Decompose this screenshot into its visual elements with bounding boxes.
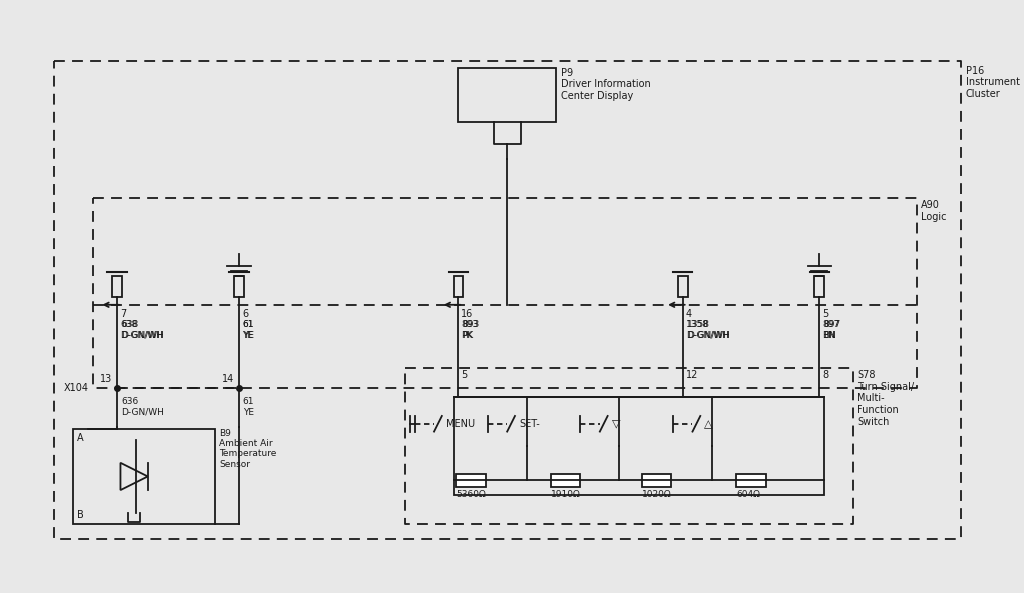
Bar [814,276,824,297]
Bar [234,276,244,297]
Text: B9
Ambient Air
Temperature
Sensor: B9 Ambient Air Temperature Sensor [219,429,276,469]
Text: 893
PK: 893 PK [462,320,478,340]
Text: 1020Ω: 1020Ω [642,490,672,499]
Text: 636
D-GN/WH: 636 D-GN/WH [121,397,164,417]
Text: 61
YE: 61 YE [243,397,254,417]
Text: 604Ω: 604Ω [736,490,760,499]
Text: A: A [77,432,84,442]
Bar [454,397,824,495]
Text: B: B [77,511,84,520]
Text: X104: X104 [63,382,88,393]
Text: 61
YE: 61 YE [242,320,253,340]
Text: 1358
D-GN/WH: 1358 D-GN/WH [687,320,729,340]
Text: △: △ [705,419,713,429]
Text: 6: 6 [242,309,248,318]
Text: 8: 8 [822,370,828,380]
Text: 4: 4 [686,309,692,318]
Text: 7: 7 [120,309,126,318]
Bar [678,276,687,297]
Text: 12: 12 [686,370,698,380]
Text: 1910Ω: 1910Ω [551,490,581,499]
Text: 5: 5 [822,309,828,318]
Text: SET-: SET- [519,419,540,429]
Text: S78
Turn Signal/
Multi-
Function
Switch: S78 Turn Signal/ Multi- Function Switch [857,370,914,426]
Text: 16: 16 [462,309,473,318]
Text: P16
Instrument
Cluster: P16 Instrument Cluster [966,66,1020,99]
Bar [736,474,766,487]
Bar [113,276,122,297]
Text: 893
PK: 893 PK [462,320,479,340]
Bar [457,474,485,487]
Text: 897
BN: 897 BN [822,320,840,340]
Text: P9
Driver Information
Center Display: P9 Driver Information Center Display [561,68,650,101]
Bar [459,68,556,122]
Text: 638
D-GN/WH: 638 D-GN/WH [121,320,164,340]
Text: 1358
D-GN/WH: 1358 D-GN/WH [686,320,728,340]
Bar [454,276,463,297]
Text: MENU: MENU [445,419,475,429]
Text: A90
Logic: A90 Logic [921,200,946,222]
Text: 14: 14 [222,374,234,384]
Text: 5360Ω: 5360Ω [457,490,486,499]
Text: ▽: ▽ [611,419,621,429]
Text: 638
D-GN/WH: 638 D-GN/WH [120,320,163,340]
Text: 13: 13 [100,374,113,384]
Text: 897
BN: 897 BN [823,320,841,340]
Bar [551,474,581,487]
Text: 5: 5 [462,370,468,380]
Text: 61
YE: 61 YE [243,320,254,340]
Bar [642,474,671,487]
Bar [73,429,215,524]
